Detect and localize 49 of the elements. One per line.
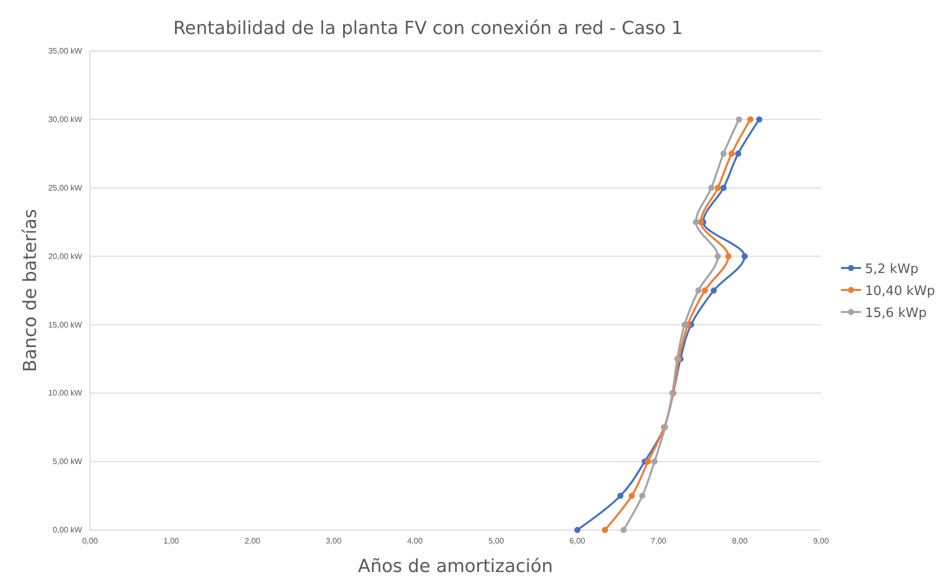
point — [747, 116, 754, 123]
x-tick-label: 2,00 — [244, 536, 261, 546]
x-tick-label: 0,00 — [82, 536, 98, 546]
x-tick-label: 1,00 — [163, 536, 180, 546]
point — [620, 526, 627, 534]
y-tick-label: 20,00 kW — [48, 252, 82, 261]
point — [651, 458, 658, 465]
point — [695, 287, 702, 294]
point — [742, 253, 748, 260]
chart-title: Rentabilidad de la planta FV con conexión a red - Caso 1 — [173, 18, 683, 39]
point — [681, 322, 688, 328]
legend-label: 5,2 kWp — [865, 262, 918, 277]
point — [728, 150, 735, 157]
x-tick-label: 4,00 — [407, 536, 424, 546]
y-axis-title: Banco de baterías — [20, 208, 41, 372]
x-tick-label: 5,00 — [488, 536, 504, 546]
point — [644, 458, 652, 465]
y-tick-label: 35,00 kW — [48, 46, 82, 56]
point — [574, 526, 580, 534]
point — [735, 150, 742, 157]
legend-label: 10,40 kWp — [865, 284, 935, 299]
x-tick-label: 3,00 — [326, 536, 342, 546]
y-tick-label: 5,00 kW — [52, 457, 82, 466]
x-tick-label: 7,00 — [650, 536, 667, 546]
point — [628, 492, 635, 499]
point — [710, 287, 717, 294]
point — [725, 253, 732, 260]
y-tick-label: 10,00 kW — [48, 388, 82, 398]
point — [720, 150, 727, 157]
point — [714, 253, 721, 260]
y-tick-label: 25,00 kW — [48, 183, 82, 192]
point — [702, 287, 708, 294]
point — [692, 218, 700, 226]
point — [708, 184, 714, 191]
point — [617, 492, 624, 499]
x-tick-label: 8,00 — [732, 536, 748, 546]
x-tick-label: 9,00 — [813, 536, 830, 546]
x-axis-title: Años de amortización — [358, 556, 553, 577]
y-tick-label: 15,00 kW — [48, 320, 82, 330]
legend-label: 15,6 kWp — [865, 306, 927, 321]
x-tick-label: 6,00 — [570, 536, 586, 546]
point — [602, 526, 608, 534]
point — [720, 184, 727, 191]
point — [714, 184, 721, 191]
point — [639, 492, 646, 499]
point — [736, 116, 742, 123]
point — [756, 116, 762, 123]
y-tick-label: 30,00 kW — [48, 114, 82, 124]
y-tick-label: 0,00 kW — [52, 526, 82, 535]
